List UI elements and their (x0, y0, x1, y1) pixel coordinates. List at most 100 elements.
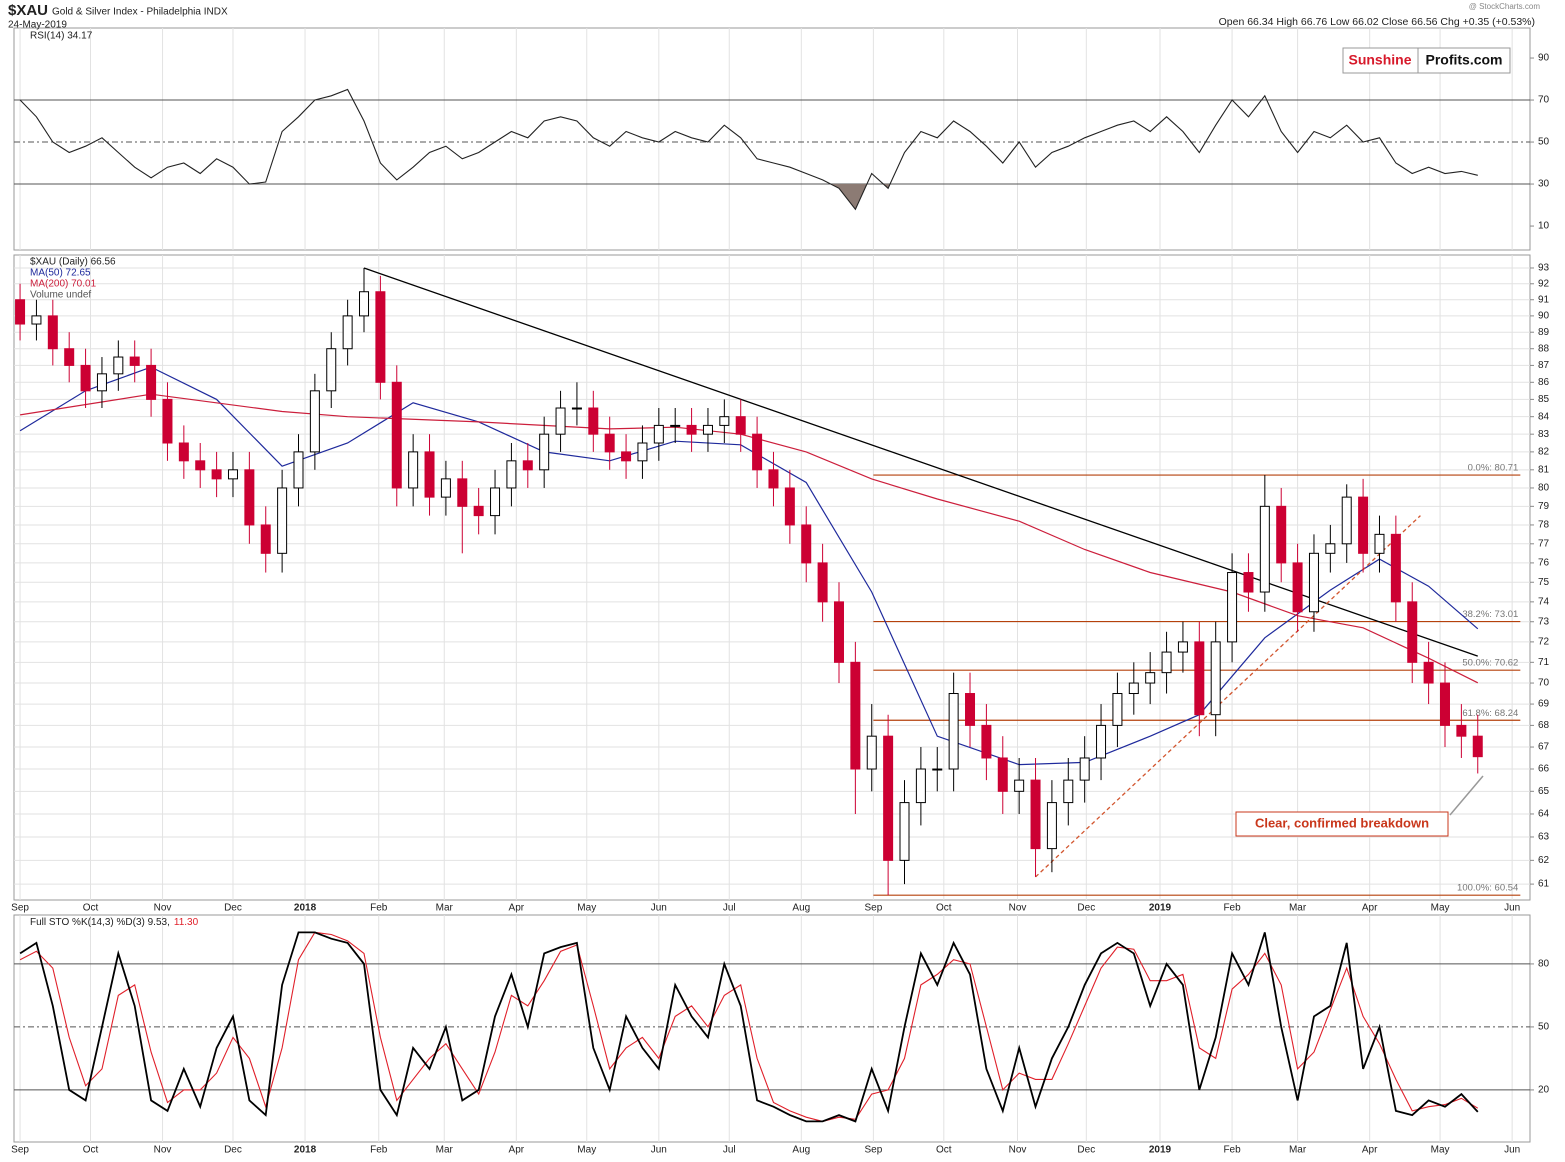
x-tick-label: Nov (154, 903, 172, 914)
indicator-line (19, 88, 1478, 211)
candle-body (1243, 572, 1254, 593)
x-tick-label: Nov (1009, 1145, 1027, 1156)
candle-body (686, 424, 697, 435)
candle-body (1128, 682, 1139, 695)
y-tick-label: 90 (1538, 53, 1550, 64)
x-tick-label: Jul (723, 1145, 736, 1156)
candle-body (1423, 661, 1434, 684)
candle-body (1227, 572, 1238, 643)
candle-body (1276, 505, 1287, 564)
x-tick-label: Dec (1077, 1145, 1095, 1156)
logo-red: Sunshine (1348, 52, 1411, 68)
y-tick-label: 89 (1538, 327, 1550, 338)
candle-body (1292, 562, 1303, 613)
candle-body (1161, 651, 1172, 674)
x-tick-label: Jun (1504, 903, 1520, 914)
y-tick-label: 70 (1538, 95, 1550, 106)
x-tick-label: 2019 (1149, 1145, 1172, 1156)
x-tick-label: Mar (436, 1145, 454, 1156)
x-tick-label: Dec (224, 903, 242, 914)
candle-body (850, 661, 861, 770)
y-tick-label: 93 (1538, 263, 1550, 274)
y-tick-label: 85 (1538, 394, 1550, 405)
candle-body (1063, 779, 1074, 804)
candle-body (817, 562, 828, 603)
candle-body (719, 416, 730, 426)
candle-body (80, 364, 91, 392)
candle-body (1325, 543, 1336, 554)
y-tick-label: 80 (1538, 483, 1550, 494)
candle-body (375, 291, 386, 383)
x-tick-label: Oct (936, 1145, 952, 1156)
x-tick-label: May (577, 1145, 596, 1156)
x-tick-label: Oct (83, 1145, 99, 1156)
x-tick-label: Apr (1362, 1145, 1378, 1156)
x-tick-label: Aug (792, 903, 810, 914)
x-tick-label: Oct (83, 903, 99, 914)
candle-body (162, 398, 173, 444)
candle-body (457, 478, 468, 507)
y-tick-label: 81 (1538, 464, 1550, 475)
indicator-line (19, 931, 1479, 1122)
candle-body (670, 424, 681, 427)
candle-body (129, 356, 140, 366)
candle-body (981, 724, 992, 759)
y-tick-label: 82 (1538, 447, 1550, 458)
candle-body (1456, 724, 1467, 737)
y-tick-label: 50 (1538, 137, 1550, 148)
candle-body (96, 373, 107, 392)
x-tick-label: Feb (370, 903, 388, 914)
y-tick-label: 10 (1538, 221, 1550, 232)
candle-body (1014, 779, 1025, 792)
y-tick-label: 86 (1538, 377, 1550, 388)
y-tick-label: 63 (1538, 832, 1550, 843)
candle-body (1145, 672, 1156, 684)
sto-title-d: 11.30 (174, 917, 199, 928)
candle-body (932, 768, 943, 771)
y-tick-label: 67 (1538, 742, 1550, 753)
candle-body (440, 478, 451, 498)
fib-label: 50.0%: 70.62 (1462, 658, 1518, 669)
x-tick-label: Jun (651, 903, 667, 914)
y-tick-label: 68 (1538, 720, 1550, 731)
fib-label: 0.0%: 80.71 (1468, 463, 1519, 474)
sto-title: Full STO %K(14,3) %D(3) 9.53, 11.30 (30, 917, 199, 928)
candle-body (588, 407, 599, 435)
candle-body (965, 693, 976, 726)
x-tick-label: Sep (11, 1145, 29, 1156)
x-tick-label: Mar (436, 903, 454, 914)
candle-body (424, 451, 435, 498)
y-tick-label: 90 (1538, 311, 1550, 322)
candle-body (211, 469, 222, 480)
candle-body (1374, 533, 1385, 554)
fib-label: 38.2%: 73.01 (1462, 609, 1518, 620)
x-tick-label: 2018 (294, 1145, 317, 1156)
index-name: Gold & Silver Index - Philadelphia INDX (52, 7, 228, 18)
watermark: @ StockCharts.com (1469, 2, 1541, 11)
x-tick-label: May (1431, 1145, 1450, 1156)
x-tick-label: Sep (864, 1145, 882, 1156)
y-tick-label: 30 (1538, 179, 1550, 190)
candle-body (768, 469, 779, 489)
y-tick-label: 20 (1538, 1085, 1550, 1096)
candle-body (915, 768, 926, 804)
x-tick-label: Dec (1077, 903, 1095, 914)
candle-body (1472, 735, 1483, 758)
x-tick-label: May (1431, 903, 1450, 914)
candle-body (604, 433, 615, 453)
x-tick-label: May (577, 903, 596, 914)
x-tick-label: Aug (792, 1145, 810, 1156)
x-tick-label: Jun (1504, 1145, 1520, 1156)
volume-legend: Volume undef (30, 290, 91, 301)
panel-frame (13, 914, 1531, 1143)
x-tick-label: Mar (1289, 903, 1307, 914)
candle-body (1046, 802, 1057, 850)
panel-frame (13, 27, 1531, 251)
x-tick-label: Jun (651, 1145, 667, 1156)
candle-body (571, 407, 582, 410)
candle-body (866, 735, 877, 770)
candle-body (227, 469, 238, 480)
y-tick-label: 92 (1538, 278, 1550, 289)
x-tick-label: Jul (723, 903, 736, 914)
candle-body (47, 315, 58, 350)
